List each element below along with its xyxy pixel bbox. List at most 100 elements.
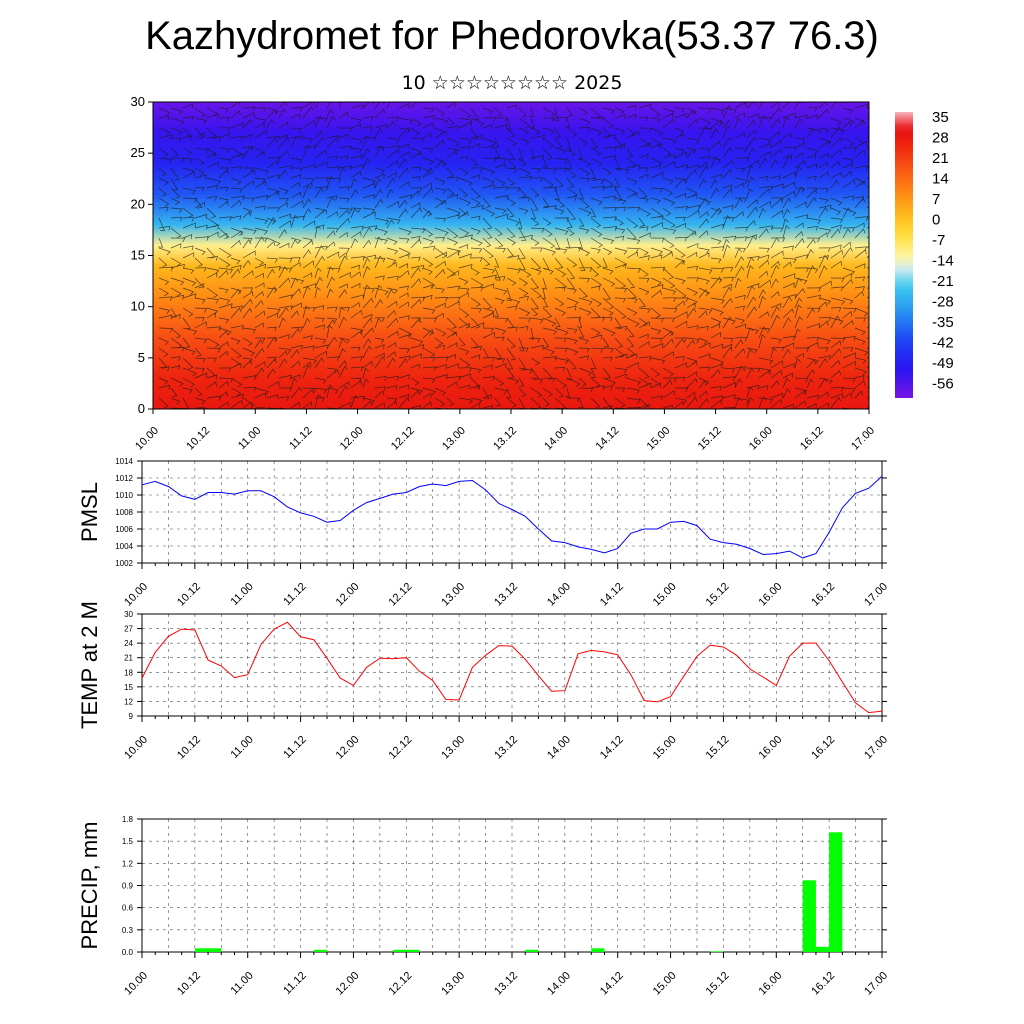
wind-barb <box>314 377 327 384</box>
wind-barb <box>182 357 194 370</box>
wind-barb <box>830 179 840 189</box>
wind-barb <box>182 103 194 109</box>
wind-barb <box>626 104 637 110</box>
wind-barb <box>674 355 685 361</box>
wind-barb <box>170 127 183 135</box>
wind-barb <box>554 307 567 316</box>
wind-barb <box>746 327 754 339</box>
wind-barb <box>722 346 733 359</box>
wind-barb <box>458 156 469 162</box>
precip-bar <box>815 946 830 952</box>
wind-barb <box>566 167 577 178</box>
wind-barb <box>266 135 280 141</box>
y-tick-label: 1.5 <box>122 837 134 846</box>
wind-barb <box>686 107 697 115</box>
wind-barb <box>158 377 169 385</box>
wind-barb <box>854 119 866 129</box>
wind-barb <box>230 324 244 330</box>
wind-barb <box>158 115 170 121</box>
wind-barb <box>782 372 794 379</box>
wind-barb <box>230 264 242 270</box>
wind-barb <box>818 337 831 345</box>
wind-barb <box>230 287 242 295</box>
wind-barb <box>542 127 555 135</box>
wind-barb <box>254 337 266 343</box>
wind-barb <box>374 255 384 269</box>
wind-barb <box>590 334 603 340</box>
wind-barb <box>242 210 252 219</box>
wind-barb <box>758 102 764 109</box>
wind-barb <box>266 326 277 332</box>
wind-barb <box>758 367 772 375</box>
wind-barb <box>528 327 534 340</box>
wind-barb <box>410 256 421 262</box>
y-axis-title: TEMP at 2 M <box>77 601 102 729</box>
wind-barb <box>338 247 350 253</box>
wind-barb <box>326 241 336 249</box>
wind-barb <box>326 195 338 201</box>
wind-barb <box>242 106 256 112</box>
wind-barb <box>746 129 757 139</box>
wind-barb <box>362 360 373 369</box>
wind-barb <box>782 245 794 251</box>
wind-barb <box>422 267 433 275</box>
wind-barb <box>170 356 181 362</box>
wind-barb <box>626 407 641 409</box>
x-tick-label: 13.12 <box>492 970 520 998</box>
wind-barb <box>434 397 446 407</box>
wind-barb <box>770 291 780 299</box>
wind-barb <box>662 327 675 336</box>
wind-barb <box>386 247 399 255</box>
wind-barb <box>506 207 515 218</box>
wind-barb <box>542 217 552 226</box>
wind-barb <box>230 227 244 236</box>
wind-barb <box>530 397 542 409</box>
wind-barb <box>842 297 854 305</box>
wind-barb <box>194 321 207 329</box>
wind-barb <box>422 257 434 267</box>
wind-barb <box>422 157 434 165</box>
wind-barb <box>374 198 384 209</box>
wind-barb <box>338 186 350 192</box>
wind-barb <box>494 327 507 335</box>
wind-barb <box>362 266 371 279</box>
wind-barb <box>818 161 829 169</box>
wind-barb <box>626 237 641 245</box>
wind-barb <box>734 265 745 279</box>
wind-barb <box>362 297 374 309</box>
colorbar-scale <box>895 112 913 398</box>
wind-barb <box>650 222 663 229</box>
wind-barb <box>290 214 299 229</box>
wind-barb <box>758 259 770 269</box>
wind-barb <box>458 145 470 151</box>
wind-barb <box>482 117 497 122</box>
wind-barb <box>782 190 796 199</box>
wind-barb <box>554 227 569 236</box>
wind-barb <box>782 218 789 229</box>
wind-barb <box>314 357 325 369</box>
wind-barb <box>482 217 493 230</box>
colorbar-label: -28 <box>932 294 954 311</box>
wind-barb <box>578 107 588 116</box>
wind-barb <box>326 227 339 233</box>
wind-barb <box>518 247 526 259</box>
wind-barb <box>446 150 457 159</box>
y-axis-title: PRECIP, mm <box>77 822 102 950</box>
wind-barb <box>530 187 540 198</box>
wind-barb <box>194 186 205 192</box>
wind-barb <box>314 387 328 394</box>
wind-barb <box>410 353 422 359</box>
wind-barb <box>158 107 171 117</box>
wind-barb <box>398 292 409 299</box>
wind-barb <box>650 207 663 219</box>
wind-barb <box>758 188 771 199</box>
wind-barb <box>540 287 546 300</box>
wind-barb <box>326 288 334 299</box>
wind-barb <box>266 187 280 195</box>
wind-barb <box>734 277 742 289</box>
colorbar-label: -56 <box>932 376 954 393</box>
wind-barb <box>362 177 376 185</box>
wind-barb <box>638 317 648 327</box>
x-tick-label: 17.00 <box>862 734 890 762</box>
